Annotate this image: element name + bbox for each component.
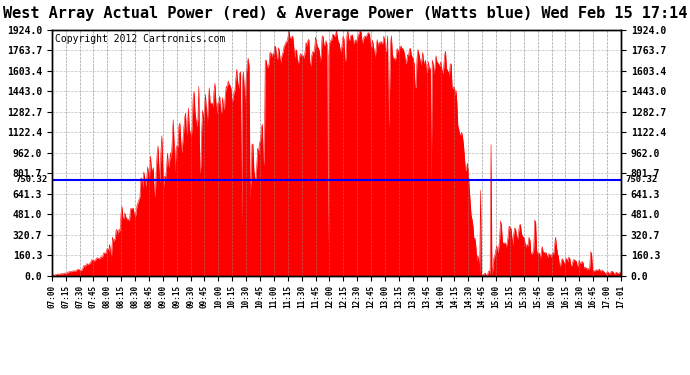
Text: West Array Actual Power (red) & Average Power (Watts blue) Wed Feb 15 17:14: West Array Actual Power (red) & Average … — [3, 6, 687, 21]
Text: 750.32: 750.32 — [15, 176, 48, 184]
Text: 750.32: 750.32 — [625, 176, 658, 184]
Text: Copyright 2012 Cartronics.com: Copyright 2012 Cartronics.com — [55, 34, 225, 44]
